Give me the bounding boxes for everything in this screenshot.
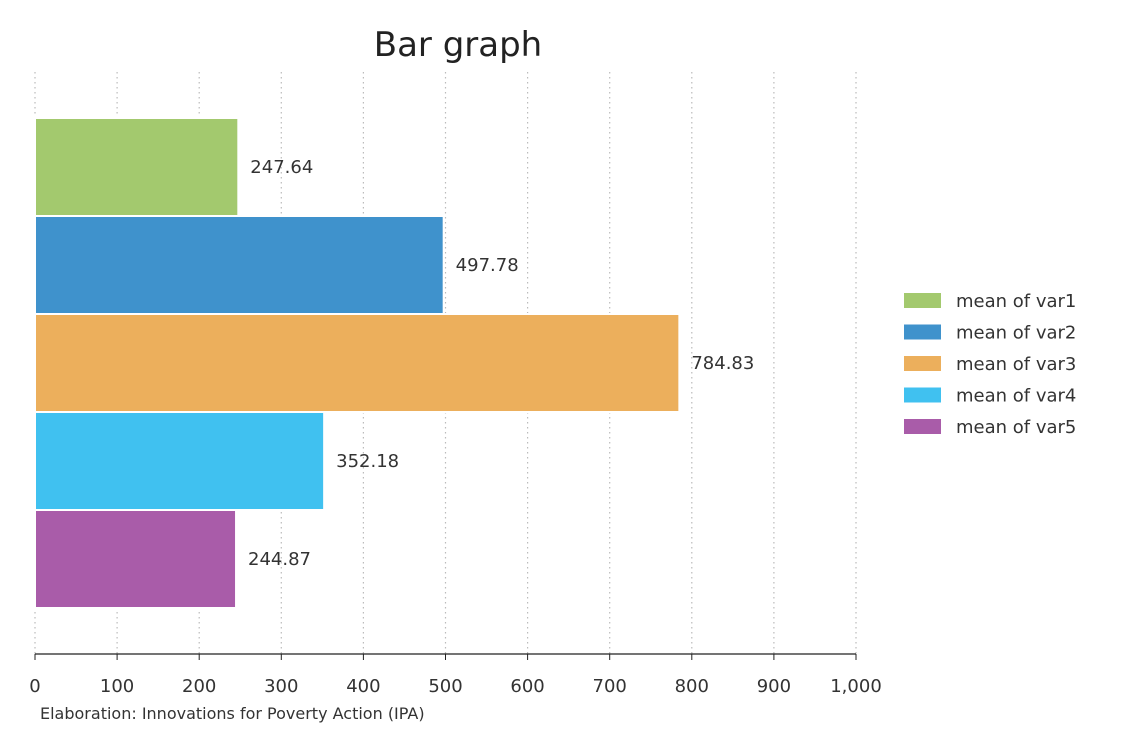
- legend-label: mean of var5: [956, 417, 1076, 438]
- data-label: 352.18: [336, 451, 399, 472]
- chart-title: Bar graph: [374, 25, 542, 65]
- x-tick-label: 300: [264, 676, 298, 697]
- bar: [34, 411, 326, 511]
- legend-label: mean of var3: [956, 354, 1076, 375]
- x-tick-label: 800: [675, 676, 709, 697]
- bar: [34, 117, 240, 217]
- data-label: 244.87: [248, 549, 311, 570]
- data-label: 497.78: [456, 255, 519, 276]
- bar: [34, 509, 238, 609]
- legend-swatch: [904, 293, 941, 308]
- x-tick-label: 1,000: [830, 676, 882, 697]
- legend-swatch: [904, 419, 941, 434]
- legend-swatch: [904, 387, 941, 403]
- x-tick-label: 600: [510, 676, 544, 697]
- x-tick-label: 700: [593, 676, 627, 697]
- bars: 247.64 497.78 784.83 352.18 244.87: [34, 117, 754, 609]
- bar: [34, 215, 445, 315]
- x-tick-label: 500: [428, 676, 462, 697]
- legend-label: mean of var1: [956, 291, 1076, 312]
- data-label: 784.83: [691, 353, 754, 374]
- x-tick-label: 200: [182, 676, 216, 697]
- x-axis: 0 100 200 300 400 500 600 700 800 900 1,000: [29, 653, 882, 697]
- legend-swatch: [904, 356, 941, 371]
- source-caption: Elaboration: Innovations for Poverty Act…: [40, 704, 425, 723]
- x-tick-label: 100: [100, 676, 134, 697]
- legend-label: mean of var4: [956, 386, 1076, 407]
- legend-swatch: [904, 324, 941, 340]
- x-tick-label: 400: [346, 676, 380, 697]
- data-label: 247.64: [250, 157, 313, 178]
- legend-label: mean of var2: [956, 323, 1076, 344]
- x-tick-label: 900: [757, 676, 791, 697]
- x-tick-label: 0: [29, 676, 40, 697]
- bar: [34, 313, 681, 413]
- legend: mean of var1 mean of var2 mean of var3 mean…: [904, 291, 1076, 438]
